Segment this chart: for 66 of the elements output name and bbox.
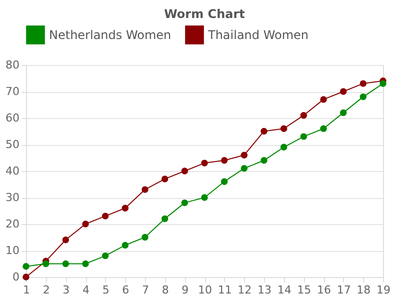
point	[320, 96, 327, 103]
y-tick-label: 50	[6, 138, 20, 151]
point	[280, 125, 288, 132]
x-tick-label: 16	[317, 284, 331, 296]
x-tick-label: 19	[376, 284, 390, 296]
point	[42, 260, 50, 268]
point	[220, 178, 228, 185]
point	[260, 128, 268, 135]
x-tick-label: 6	[122, 284, 130, 296]
point	[82, 220, 89, 228]
point	[161, 215, 168, 222]
x-tick-label: 17	[336, 284, 351, 296]
point	[142, 186, 148, 193]
x-tick-label: 3	[62, 284, 70, 296]
y-tick-label: 10	[6, 244, 20, 257]
x-tick-label: 8	[162, 284, 169, 296]
point	[380, 80, 386, 87]
x-tick-label: 11	[218, 284, 232, 296]
x-tick-label: 7	[142, 284, 149, 296]
x-tick-label: 1	[23, 284, 30, 296]
y-tick-label: 20	[6, 218, 20, 230]
y-tick-label: 40	[6, 164, 20, 178]
point	[360, 80, 367, 87]
y-tick-label: 80	[6, 58, 20, 72]
point	[122, 204, 129, 212]
point	[122, 242, 129, 249]
point	[340, 88, 347, 95]
point	[260, 157, 268, 164]
point	[280, 144, 288, 150]
point	[240, 152, 248, 158]
point	[22, 263, 30, 270]
point	[102, 252, 109, 260]
point	[201, 160, 208, 166]
point	[142, 234, 148, 241]
x-tick-label: 2	[42, 284, 50, 296]
point	[360, 93, 367, 100]
x-tick-label: 15	[297, 284, 312, 296]
x-tick-label: 18	[356, 284, 371, 296]
point	[300, 112, 308, 119]
point	[161, 176, 168, 182]
x-tick-label: 10	[198, 284, 212, 296]
point	[62, 260, 70, 268]
point	[340, 109, 347, 116]
y-tick-label: 0	[12, 270, 20, 284]
legend-label: Thailand Women	[207, 28, 309, 42]
point	[220, 157, 228, 164]
x-tick-label: 13	[258, 284, 272, 296]
x-tick-label: 5	[102, 284, 110, 296]
x-tick-label: 12	[238, 284, 252, 296]
point	[62, 236, 70, 244]
x-tick-label: 14	[277, 284, 292, 296]
point	[300, 133, 308, 140]
y-tick-label: 60	[6, 112, 20, 124]
point	[201, 194, 208, 201]
point	[102, 212, 109, 220]
point	[181, 199, 188, 206]
x-tick-label: 4	[82, 284, 90, 296]
chart-title: Worm Chart	[164, 7, 246, 21]
point	[82, 260, 89, 268]
y-tick-label: 30	[6, 191, 20, 204]
legend-label: Netherlands Women	[49, 28, 172, 42]
x-tick-label: 9	[182, 284, 189, 296]
point	[181, 168, 188, 174]
point	[240, 165, 248, 172]
y-tick-label: 70	[6, 85, 20, 98]
point	[320, 125, 327, 132]
